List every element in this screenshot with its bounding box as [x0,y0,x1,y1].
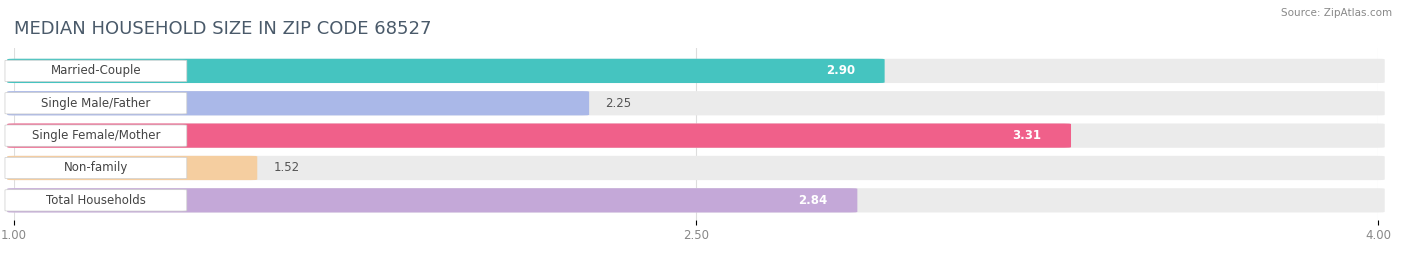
Text: Single Female/Mother: Single Female/Mother [32,129,160,142]
Text: 3.31: 3.31 [1012,129,1042,142]
Text: 2.84: 2.84 [799,194,828,207]
FancyBboxPatch shape [7,91,589,116]
Text: Source: ZipAtlas.com: Source: ZipAtlas.com [1281,8,1392,18]
Text: Total Households: Total Households [46,194,146,207]
FancyBboxPatch shape [7,124,1385,148]
FancyBboxPatch shape [6,157,187,179]
FancyBboxPatch shape [7,188,858,213]
FancyBboxPatch shape [6,92,187,114]
FancyBboxPatch shape [7,59,1385,83]
Text: Married-Couple: Married-Couple [51,64,141,77]
FancyBboxPatch shape [7,188,1385,213]
FancyBboxPatch shape [7,156,1385,180]
FancyBboxPatch shape [7,156,257,180]
Text: 2.90: 2.90 [825,64,855,77]
FancyBboxPatch shape [6,60,187,81]
FancyBboxPatch shape [6,125,187,146]
FancyBboxPatch shape [7,59,884,83]
Text: Single Male/Father: Single Male/Father [41,97,150,110]
Text: 2.25: 2.25 [605,97,631,110]
Text: 1.52: 1.52 [273,162,299,174]
FancyBboxPatch shape [7,91,1385,116]
FancyBboxPatch shape [7,124,1071,148]
FancyBboxPatch shape [6,190,187,211]
Text: Non-family: Non-family [63,162,128,174]
Text: MEDIAN HOUSEHOLD SIZE IN ZIP CODE 68527: MEDIAN HOUSEHOLD SIZE IN ZIP CODE 68527 [14,20,432,38]
